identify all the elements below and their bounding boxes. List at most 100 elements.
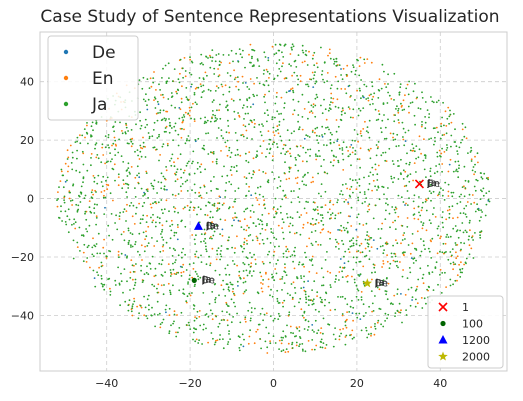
data-point-ja — [228, 180, 231, 183]
data-point-ja — [172, 322, 175, 325]
data-point-ja — [314, 71, 316, 73]
data-point-ja — [169, 160, 171, 162]
data-point-ja — [429, 183, 432, 186]
data-point-ja — [189, 56, 191, 59]
data-point-ja — [148, 304, 150, 307]
data-point-en — [400, 309, 402, 312]
data-point-ja — [281, 278, 283, 280]
data-point-en — [317, 243, 320, 246]
data-point-ja — [168, 307, 171, 310]
data-point-ja — [335, 156, 337, 158]
data-point-ja — [374, 327, 377, 330]
data-point-en — [143, 314, 146, 317]
data-point-en — [386, 260, 389, 263]
data-point-ja — [160, 172, 163, 175]
data-point-ja — [94, 245, 97, 248]
data-point-ja — [156, 192, 159, 194]
data-point-de — [359, 318, 362, 320]
data-point-ja — [344, 297, 347, 300]
data-point-en — [95, 215, 98, 218]
data-point-en — [184, 111, 187, 114]
data-point-ja — [365, 222, 368, 225]
data-point-ja — [388, 212, 391, 215]
data-point-ja — [262, 171, 265, 173]
data-point-ja — [99, 252, 101, 255]
data-point-ja — [381, 119, 384, 122]
data-point-ja — [103, 252, 105, 255]
data-point-ja — [269, 138, 272, 141]
data-point-ja — [142, 98, 145, 101]
data-point-ja — [226, 174, 229, 177]
data-point-en — [130, 166, 133, 168]
data-point-ja — [205, 132, 207, 135]
data-point-en — [165, 199, 168, 202]
data-point-ja — [441, 170, 443, 173]
data-point-en — [285, 245, 288, 248]
data-point-ja — [458, 146, 461, 149]
data-point-ja — [114, 179, 116, 182]
data-point-en — [260, 275, 263, 278]
data-point-ja — [244, 152, 247, 155]
data-point-ja — [339, 193, 341, 196]
data-point-ja — [355, 284, 358, 287]
data-point-ja — [432, 101, 435, 104]
data-point-ja — [437, 131, 439, 134]
data-point-en — [308, 50, 310, 53]
data-point-ja — [225, 182, 228, 184]
data-point-ja — [329, 141, 332, 144]
data-point-ja — [371, 85, 374, 88]
data-point-ja — [152, 129, 155, 131]
data-point-ja — [368, 136, 371, 139]
data-point-ja — [316, 126, 319, 129]
data-point-ja — [422, 224, 424, 227]
data-point-en — [377, 146, 379, 148]
data-point-ja — [289, 155, 292, 158]
data-point-ja — [153, 285, 156, 288]
data-point-ja — [64, 210, 67, 213]
data-point-ja — [219, 334, 222, 336]
data-point-en — [235, 85, 238, 88]
data-point-en — [264, 172, 267, 175]
data-point-ja — [333, 141, 335, 144]
data-point-ja — [217, 87, 220, 89]
data-point-ja — [334, 214, 337, 217]
data-point-ja — [350, 239, 353, 242]
data-point-en — [299, 145, 302, 147]
data-point-ja — [388, 147, 391, 150]
data-point-ja — [155, 221, 157, 224]
data-point-ja — [164, 308, 167, 311]
data-point-ja — [135, 212, 137, 215]
data-point-ja — [386, 317, 388, 320]
data-point-de — [244, 82, 247, 84]
data-point-ja — [305, 134, 308, 137]
data-point-ja — [357, 250, 360, 252]
data-point-ja — [317, 192, 320, 195]
data-point-en — [298, 326, 301, 328]
data-point-ja — [209, 309, 212, 312]
data-point-en — [447, 190, 450, 193]
data-point-ja — [465, 205, 468, 207]
data-point-ja — [200, 96, 203, 99]
data-point-ja — [220, 129, 223, 132]
data-point-ja — [151, 135, 154, 138]
data-point-ja — [193, 305, 196, 307]
data-point-ja — [139, 127, 142, 130]
data-point-ja — [298, 126, 301, 128]
data-point-ja — [464, 213, 467, 216]
data-point-en — [319, 231, 322, 234]
data-point-ja — [440, 292, 443, 294]
data-point-en — [325, 118, 328, 121]
data-point-ja — [211, 237, 213, 240]
data-point-ja — [406, 152, 408, 155]
data-point-ja — [147, 273, 150, 276]
data-point-en — [445, 218, 448, 221]
data-point-ja — [279, 205, 282, 208]
data-point-de — [340, 68, 342, 70]
data-point-de — [382, 282, 385, 285]
data-point-ja — [413, 213, 416, 216]
data-point-ja — [145, 235, 148, 238]
data-point-ja — [127, 309, 130, 312]
data-point-ja — [360, 135, 363, 137]
data-point-ja — [253, 119, 256, 121]
data-point-ja — [237, 187, 240, 190]
